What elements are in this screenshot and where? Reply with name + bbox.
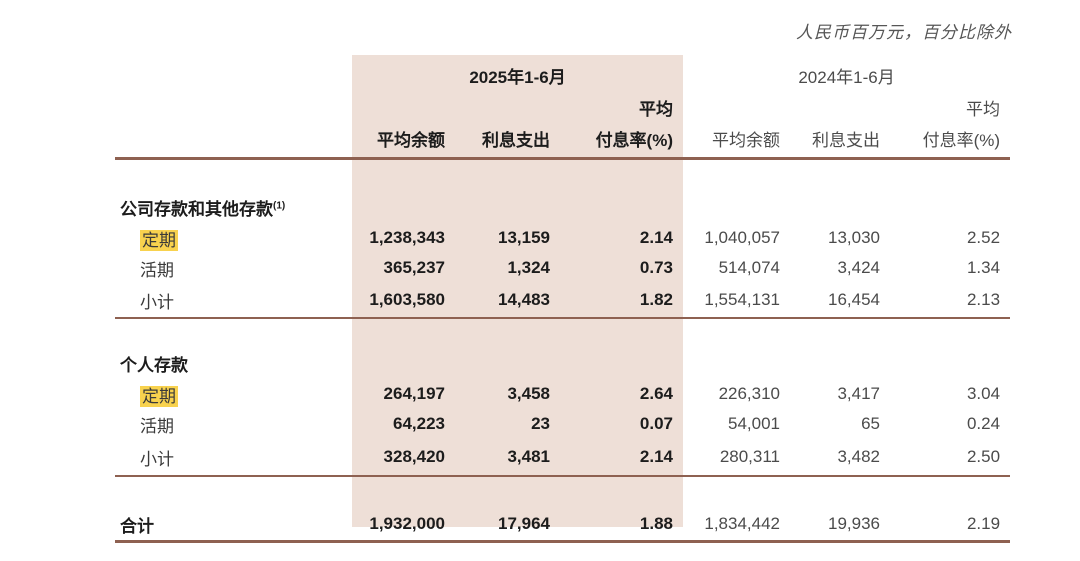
cell-value: 2.13	[890, 283, 1011, 319]
cell-value: 3,482	[790, 439, 891, 477]
cell-value: 54,001	[728, 414, 781, 433]
period-header-row: 2025年1-6月 2024年1-6月	[115, 55, 1010, 95]
period-2024-label: 2024年1-6月	[798, 67, 895, 87]
cell-value: 328,420	[352, 439, 455, 477]
cell-value: 280,311	[683, 439, 791, 477]
cell-value: 3,424	[837, 258, 881, 277]
spacer-row	[115, 318, 1010, 348]
cell-value: 1,040,057	[704, 228, 781, 247]
cell-value: 64,223	[393, 414, 445, 433]
total-label: 合计	[115, 508, 352, 543]
cell-value: 2.50	[890, 439, 1011, 477]
col-header-interest-2025: 利息支出	[455, 122, 560, 160]
search-highlight: 定期	[140, 229, 178, 251]
section-title: 个人存款	[120, 356, 188, 375]
cell-value: 0.07	[639, 414, 674, 433]
footnote-marker: (1)	[273, 200, 286, 212]
data-table: 2025年1-6月 2024年1-6月 平均 平均 平均余额 利息支出 付息率(…	[115, 55, 1011, 543]
cell-value: 14,483	[455, 283, 560, 319]
spacer-row	[115, 476, 1010, 508]
cell-value: 23	[531, 414, 550, 433]
row-label: 活期	[140, 416, 174, 436]
col-header-rate-2025: 付息率(%)	[560, 122, 684, 160]
cell-value: 226,310	[718, 384, 781, 403]
cell-value: 19,936	[790, 508, 891, 543]
cell-value: 0.73	[639, 258, 674, 277]
cell-value: 2.14	[560, 439, 684, 477]
row-label: 小计	[115, 283, 352, 319]
spacer-row	[115, 159, 1010, 193]
column-header-row: 平均余额 利息支出 付息率(%) 平均余额 利息支出 付息率(%)	[115, 122, 1011, 160]
period-2025-label: 2025年1-6月	[469, 67, 566, 87]
table-row-personal-demand: 活期 64,223 23 0.07 54,001 65 0.24	[115, 409, 1010, 439]
cell-value: 16,454	[790, 283, 891, 319]
section-title: 公司存款和其他存款	[120, 200, 273, 219]
cell-value: 13,030	[828, 228, 881, 247]
cell-value: 365,237	[383, 258, 445, 277]
deposits-cost-table: 2025年1-6月 2024年1-6月 平均 平均 平均余额 利息支出 付息率(…	[115, 55, 1011, 543]
cell-value: 1,603,580	[352, 283, 455, 319]
cell-value: 1,238,343	[369, 228, 445, 247]
table-row-corporate-subtotal: 小计 1,603,580 14,483 1.82 1,554,131 16,45…	[115, 283, 1011, 319]
cell-value: 3.04	[966, 384, 1001, 403]
cell-value: 0.24	[966, 414, 1001, 433]
col-header-avg-balance-2024: 平均余额	[683, 122, 791, 160]
cell-value: 2.19	[890, 508, 1011, 543]
col-header-avg-balance-2025: 平均余额	[352, 122, 455, 160]
cell-value: 1,932,000	[352, 508, 455, 543]
cell-value: 1,554,131	[683, 283, 791, 319]
col-header-rate-line1-2025: 平均	[639, 100, 674, 119]
cell-value: 264,197	[383, 384, 445, 403]
cell-value: 1,834,442	[683, 508, 791, 543]
section-header-personal-deposits: 个人存款	[115, 348, 1010, 379]
cell-value: 2.14	[639, 228, 674, 247]
col-header-rate-2024: 付息率(%)	[890, 122, 1011, 160]
row-label: 活期	[140, 260, 174, 280]
section-header-corporate-deposits: 公司存款和其他存款(1)	[115, 192, 1010, 223]
row-label: 小计	[115, 439, 352, 477]
table-row-personal-time: 定期 264,197 3,458 2.64 226,310 3,417 3.04	[115, 379, 1010, 409]
cell-value: 1.88	[560, 508, 684, 543]
table-row-corporate-demand: 活期 365,237 1,324 0.73 514,074 3,424 1.34	[115, 253, 1010, 283]
cell-value: 3,481	[455, 439, 560, 477]
cell-value: 1,324	[507, 258, 550, 277]
col-header-rate-line1-2024: 平均	[966, 100, 1001, 119]
units-note: 人民币百万元，百分比除外	[796, 23, 1012, 42]
table-row-corporate-time: 定期 1,238,343 13,159 2.14 1,040,057 13,03…	[115, 223, 1010, 253]
table-row-total: 合计 1,932,000 17,964 1.88 1,834,442 19,93…	[115, 508, 1011, 543]
cell-value: 65	[861, 414, 881, 433]
table-row-personal-subtotal: 小计 328,420 3,481 2.14 280,311 3,482 2.50	[115, 439, 1011, 477]
col-header-interest-2024: 利息支出	[790, 122, 891, 160]
cell-value: 514,074	[718, 258, 781, 277]
cell-value: 13,159	[498, 228, 550, 247]
cell-value: 2.52	[966, 228, 1001, 247]
cell-value: 2.64	[639, 384, 674, 403]
avg-line-row: 平均 平均	[115, 95, 1010, 122]
cell-value: 1.82	[560, 283, 684, 319]
search-highlight: 定期	[140, 385, 178, 407]
cell-value: 17,964	[455, 508, 560, 543]
cell-value: 3,417	[837, 384, 881, 403]
cell-value: 1.34	[966, 258, 1001, 277]
cell-value: 3,458	[507, 384, 550, 403]
